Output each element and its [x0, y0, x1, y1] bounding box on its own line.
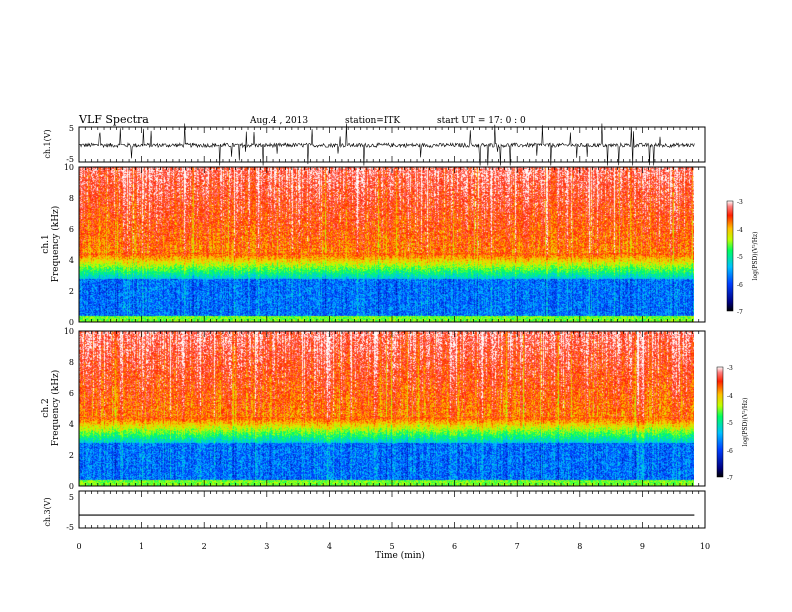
- ch2-cb-tick-3: -3: [727, 365, 733, 372]
- ch1-freq-ticks: 0 2 4 6 8 10: [64, 163, 74, 327]
- x-tick-label: 2: [202, 542, 207, 551]
- x-tick-label: 9: [640, 542, 645, 551]
- ch2-ylabel: Frequency (kHz): [50, 370, 61, 447]
- ch2-ytick-4: 4: [69, 420, 74, 429]
- ch1-ytick-6: 6: [69, 225, 74, 234]
- ch2-colorbar-scale: [716, 366, 724, 478]
- ch2-spectrogram-ticks: [78, 331, 706, 486]
- ch2-cb-tick-4: -4: [727, 393, 733, 400]
- ch2-ytick-8: 8: [69, 358, 74, 367]
- ch2-ytick-2: 2: [69, 451, 74, 460]
- tick-marks: [78, 127, 706, 162]
- x-tick-label: 8: [577, 542, 582, 551]
- ch1-ytick-4: 4: [69, 256, 74, 265]
- ch1-ytick-top: 5: [69, 124, 74, 133]
- ch2-ytick-6: 6: [69, 389, 74, 398]
- ch1-ytick-8: 8: [69, 194, 74, 203]
- tick-marks: [78, 491, 706, 528]
- ch3-ytick-top: 5: [69, 493, 74, 502]
- start-time-label: start UT = 17: 0 : 0: [437, 116, 526, 126]
- x-tick-label: 1: [139, 542, 144, 551]
- ch1-ylabel: ch.1(V): [43, 129, 52, 158]
- station-label: station=ITK: [345, 116, 400, 126]
- ch1-colorbar-scale: [726, 200, 734, 312]
- ch2-colorbar: -3 -4 -5 -6 -7 log(PSD)(V²/Hz): [716, 365, 749, 482]
- ch1-waveform-line: [78, 123, 695, 166]
- ch1-colorbar-label: log(PSD)(V²/Hz): [752, 232, 759, 281]
- ch1-ytick-bottom: -5: [66, 155, 74, 164]
- tick-marks: [78, 331, 706, 486]
- ch1-spectrogram-ticks: [78, 167, 706, 322]
- ch1-cb-tick-7: -7: [737, 309, 743, 316]
- x-tick-label: 7: [515, 542, 520, 551]
- ch2-cb-tick-6: -6: [727, 448, 733, 455]
- ch1-cb-tick-3: -3: [737, 199, 743, 206]
- ch1-ytick-10: 10: [64, 163, 74, 172]
- ch2-ytick-0: 0: [69, 482, 74, 491]
- x-tick-label: 3: [264, 542, 269, 551]
- ch1-ytick-2: 2: [69, 287, 74, 296]
- x-tick-labels: 0 1 2 3 4 5 6 7 8 9 10: [76, 542, 710, 551]
- ch3-waveform-panel: 5 -5 ch.3(V): [43, 490, 706, 532]
- x-tick-label: 10: [700, 542, 710, 551]
- ch2-cb-tick-5: -5: [727, 420, 733, 427]
- x-tick-label: 6: [452, 542, 457, 551]
- ch1-colorbar: -3 -4 -5 -6 -7 log(PSD)(V²/Hz): [726, 199, 759, 316]
- ch1-ytick-0: 0: [69, 318, 74, 327]
- ch1-ylabel: Frequency (kHz): [50, 206, 61, 283]
- ch1-waveform-panel: 5 -5 ch.1(V): [43, 123, 706, 166]
- ch1-cb-tick-5: -5: [737, 254, 743, 261]
- ch1-cb-tick-6: -6: [737, 282, 743, 289]
- ch1-channel-label: ch.1: [41, 234, 51, 253]
- ch2-spectrogram-image: [79, 331, 694, 486]
- figure-title: VLF Spectra: [78, 113, 149, 126]
- ch3-waveform-ticks: [78, 491, 706, 528]
- ch1-spectrogram-panel: 0 2 4 6 8 10 ch.1 Frequency (kHz) -3 -4 …: [41, 163, 759, 327]
- ch3-ylabel: ch.3(V): [43, 497, 52, 526]
- ch2-cb-tick-7: -7: [727, 475, 733, 482]
- x-axis-label: Time (min): [375, 550, 425, 561]
- x-tick-label: 0: [76, 542, 81, 551]
- x-tick-label: 5: [389, 542, 394, 551]
- ch2-channel-label: ch.2: [41, 398, 51, 417]
- x-tick-label: 4: [327, 542, 332, 551]
- tick-marks: [78, 167, 706, 322]
- ch2-ytick-10: 10: [64, 327, 74, 336]
- ch2-spectrogram-panel: 0 2 4 6 8 10 ch.2 Frequency (kHz) -3 -4 …: [41, 327, 749, 491]
- ch3-ytick-bottom: -5: [66, 523, 74, 532]
- ch2-freq-ticks: 0 2 4 6 8 10: [64, 327, 74, 491]
- ch1-cb-tick-4: -4: [737, 227, 743, 234]
- ch2-colorbar-label: log(PSD)(V²/Hz): [742, 398, 749, 447]
- date-label: Aug.4 , 2013: [249, 116, 308, 126]
- ch1-waveform-ticks: [78, 127, 706, 162]
- ch1-spectrogram-image: [79, 167, 694, 322]
